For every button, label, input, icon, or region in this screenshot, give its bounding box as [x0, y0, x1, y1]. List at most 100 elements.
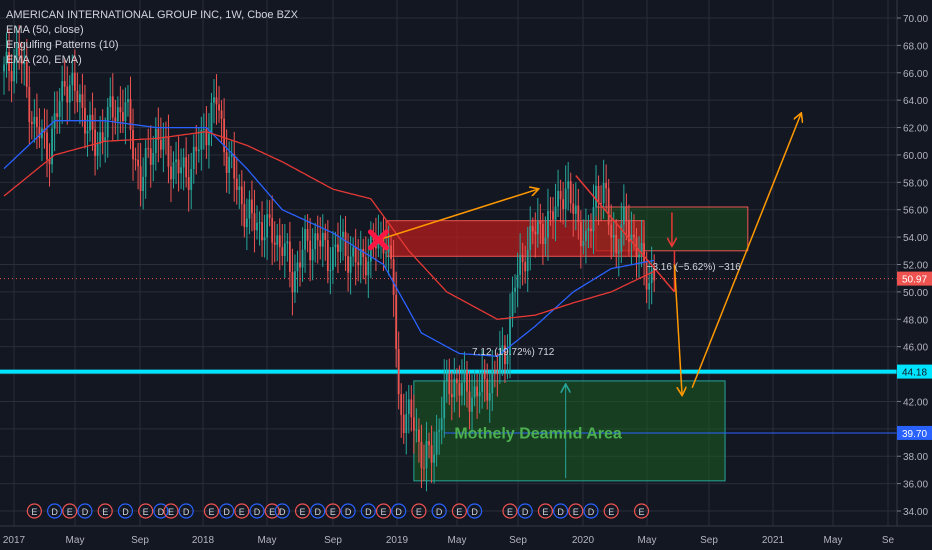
candle-body [524, 262, 527, 272]
engulfing-marker [431, 503, 447, 519]
candle-body [299, 262, 301, 268]
x-tick-label: May [66, 535, 85, 546]
legend-engulfing[interactable]: Engulfing Patterns (10) [6, 39, 119, 51]
candle [514, 274, 516, 314]
candle [129, 76, 132, 150]
candle-body [587, 228, 590, 231]
candle [539, 203, 542, 244]
candle [172, 151, 175, 189]
candle-body [405, 414, 408, 434]
candle-body [569, 181, 572, 204]
x-tick-label: 2018 [192, 535, 215, 546]
candle [253, 189, 256, 253]
candle [165, 121, 167, 155]
candle [372, 223, 375, 258]
ema20-line [3, 131, 655, 320]
chart-legend: AMERICAN INTERNATIONAL GROUP INC, 1W, Cb… [6, 8, 298, 68]
candle-body [339, 237, 342, 252]
engulfing-marker [274, 503, 290, 519]
candle-body [187, 177, 190, 191]
candle-body [622, 206, 625, 225]
candle [170, 145, 172, 203]
candle-body [253, 213, 256, 231]
candle-body [347, 256, 349, 273]
candle-body [410, 399, 413, 418]
candle [192, 134, 195, 184]
candle-body [228, 156, 231, 173]
candle [5, 32, 8, 78]
candle-body [73, 72, 76, 91]
candle-body [66, 86, 69, 103]
legend-symbol[interactable]: AMERICAN INTERNATIONAL GROUP INC, 1W, Cb… [6, 9, 298, 21]
candle [58, 88, 61, 134]
engulfing-marker [46, 503, 63, 519]
candle [79, 84, 81, 124]
candle-body [127, 99, 129, 103]
candle [471, 374, 473, 435]
candle-body [529, 226, 532, 250]
candle [147, 128, 150, 158]
candle-body [71, 72, 74, 86]
candle-body [471, 397, 473, 412]
candle [572, 183, 575, 237]
candle [263, 214, 266, 258]
candle-body [440, 418, 443, 431]
candle [180, 148, 182, 189]
candle [235, 156, 238, 205]
candle [390, 236, 392, 269]
candle-body [220, 110, 223, 119]
candle-body [129, 99, 132, 130]
candle [531, 217, 534, 245]
candle-body [48, 159, 51, 165]
candle-body [585, 230, 587, 242]
engulfing-marker-label: E [239, 507, 245, 517]
candle [109, 77, 112, 120]
candle [35, 93, 38, 149]
measure-down-label: −3.16 (−5.62%) −316 [647, 262, 742, 273]
candle [418, 418, 420, 463]
candle-body [595, 185, 597, 208]
candle [23, 46, 26, 86]
candle [412, 394, 415, 454]
candle [71, 54, 74, 102]
candle [493, 360, 496, 388]
candle-body [504, 345, 506, 365]
candle [488, 370, 491, 423]
candle [258, 211, 261, 246]
candle-body [170, 166, 172, 180]
candle-body [412, 417, 415, 431]
y-tick-label: 70.00 [903, 14, 928, 25]
candle [638, 236, 640, 278]
candle [248, 190, 251, 235]
engulfing-marker-label: D [82, 507, 89, 517]
candle-body [481, 372, 484, 392]
candle [410, 385, 413, 432]
engulfing-marker-label: E [573, 507, 579, 517]
candle [243, 181, 246, 238]
candle-body [549, 211, 552, 213]
y-tick-label: 56.00 [903, 206, 928, 217]
candle [521, 242, 524, 286]
legend-ema20[interactable]: EMA (20, EMA) [6, 54, 82, 66]
x-tick-label: Sep [509, 535, 527, 546]
candle [600, 185, 602, 222]
candle [547, 188, 549, 261]
candle [443, 359, 446, 438]
candle [101, 109, 104, 155]
candle-body [245, 218, 248, 228]
candle-body [435, 431, 438, 455]
candle-body [157, 128, 160, 140]
candle-body [144, 148, 147, 177]
candle [296, 250, 299, 293]
candle [536, 197, 539, 248]
candle [66, 66, 69, 125]
candle-body [486, 379, 489, 401]
engulfing-marker-label: E [31, 507, 37, 517]
legend-ema50[interactable]: EMA (50, close) [6, 24, 84, 36]
candle-body [567, 181, 570, 189]
candle-body [3, 64, 5, 72]
y-tick-label: 34.00 [903, 507, 928, 518]
time-axis-bg [0, 526, 932, 550]
candle-body [139, 166, 142, 191]
